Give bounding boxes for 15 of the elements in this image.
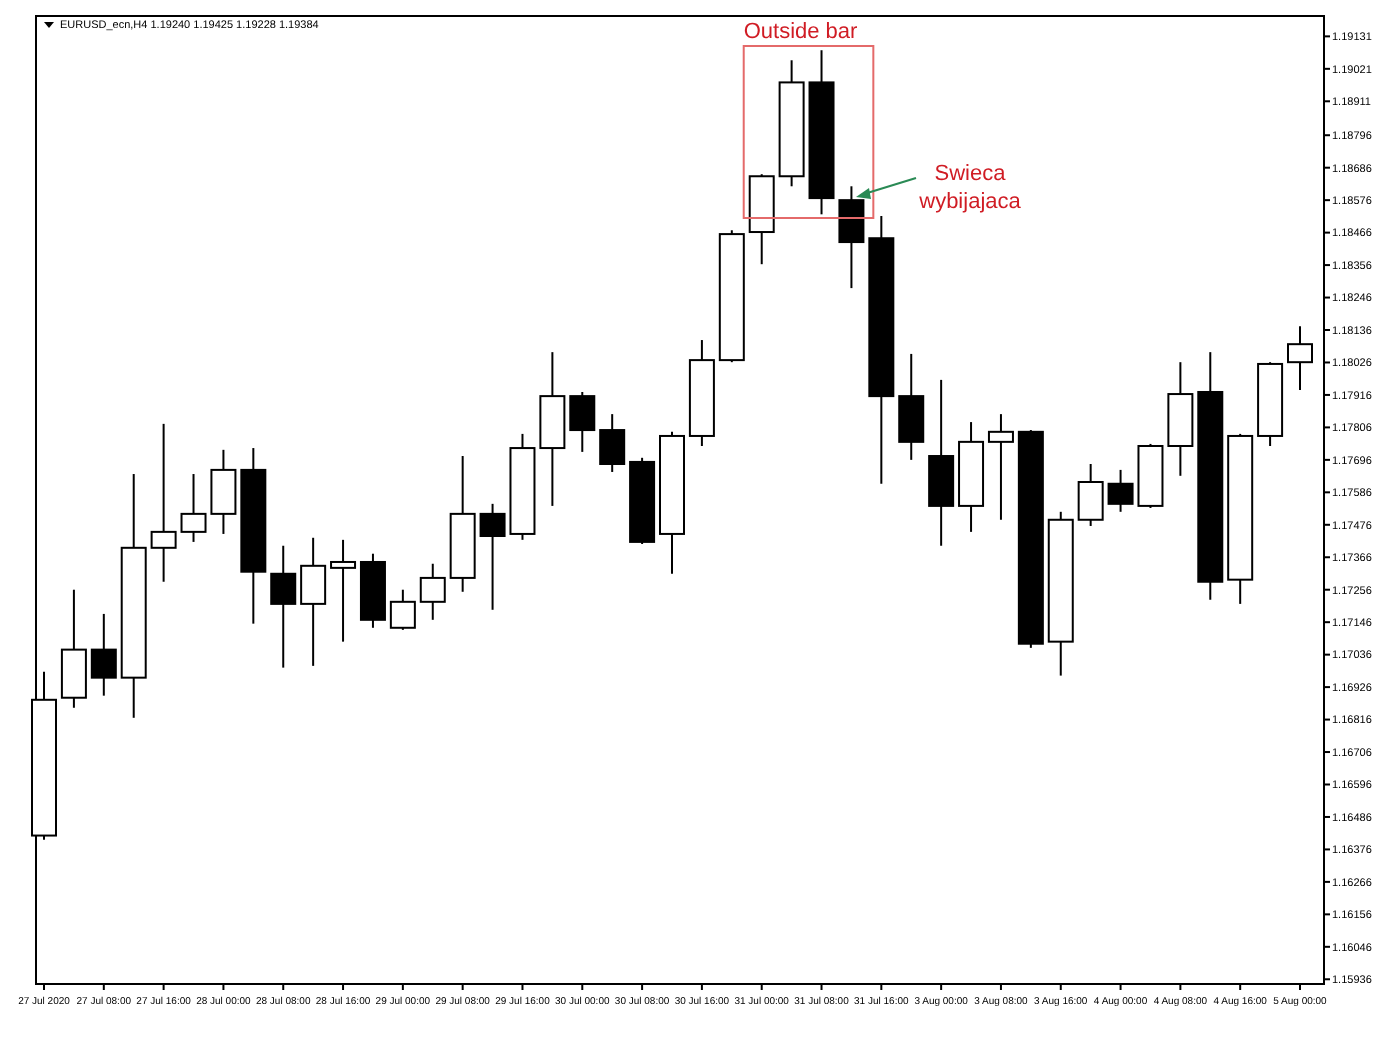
candlestick: [569, 390, 596, 453]
candlestick: [987, 413, 1014, 521]
candlestick: [90, 612, 117, 697]
candlestick: [1077, 463, 1104, 527]
candlestick: [270, 544, 297, 669]
candlestick: [300, 536, 327, 667]
candlestick: [419, 562, 446, 621]
candlestick: [1287, 325, 1313, 391]
candlestick: [330, 538, 357, 643]
candlestick: [599, 413, 626, 473]
annotation: Swieca wybijajaca: [917, 162, 1023, 214]
candlestick: [389, 588, 416, 631]
candlestick: [898, 352, 925, 461]
candlestick: [150, 422, 177, 583]
annotation: Outside bar: [743, 20, 859, 44]
